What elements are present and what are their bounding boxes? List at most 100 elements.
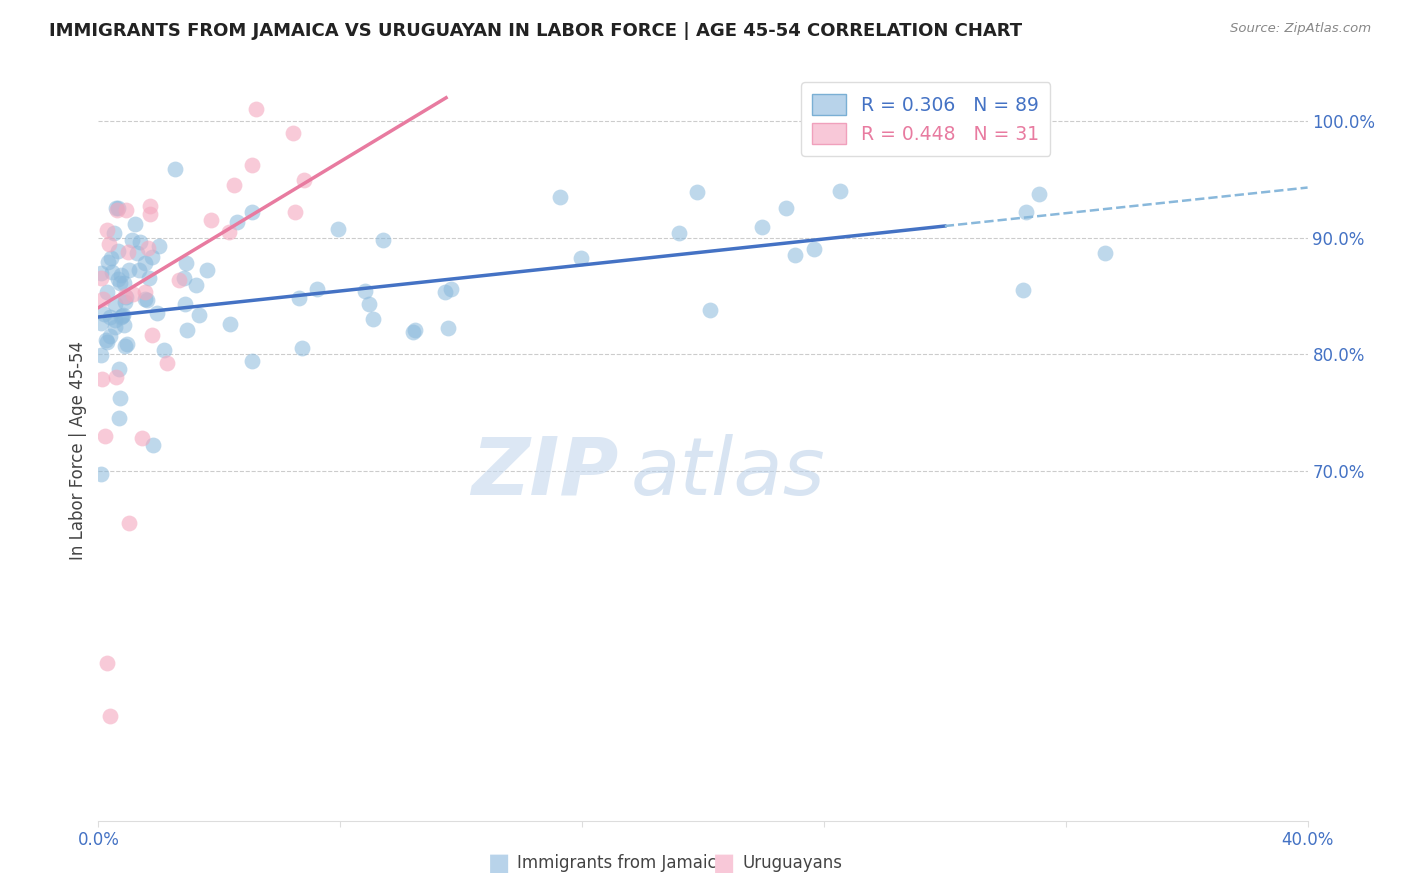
Point — [104, 201, 127, 215]
Point — [94, 334, 117, 348]
Point — [90, 271, 112, 285]
Point — [173, 270, 195, 285]
Point — [97, 255, 120, 269]
Point — [104, 297, 127, 311]
Point — [134, 256, 156, 270]
Point — [108, 411, 131, 425]
Point — [100, 251, 122, 265]
Point — [1012, 283, 1035, 297]
Point — [291, 341, 314, 355]
Text: ZIP: ZIP — [471, 434, 619, 512]
Point — [97, 236, 120, 251]
Point — [114, 289, 136, 303]
Point — [131, 431, 153, 445]
Point — [114, 203, 136, 218]
Point — [1028, 186, 1050, 201]
Point — [169, 273, 191, 287]
Point — [128, 263, 150, 277]
Point — [141, 250, 163, 264]
Point — [111, 309, 134, 323]
Point — [240, 353, 263, 368]
Point — [112, 318, 135, 332]
Point — [107, 201, 129, 215]
Point — [284, 205, 307, 219]
Point — [404, 323, 426, 337]
Point — [1015, 204, 1038, 219]
Point — [402, 325, 425, 339]
Text: Uruguayans: Uruguayans — [742, 854, 842, 871]
Point — [307, 282, 329, 296]
Point — [685, 185, 707, 199]
Point — [292, 172, 315, 186]
Point — [104, 313, 127, 327]
Point — [184, 277, 207, 292]
Point — [104, 320, 127, 334]
Point — [121, 234, 143, 248]
Point — [668, 226, 690, 240]
Point — [134, 292, 156, 306]
Point — [112, 276, 135, 290]
Point — [90, 467, 112, 482]
Point — [176, 323, 198, 337]
Point — [93, 307, 115, 321]
Point — [139, 199, 162, 213]
Point — [110, 276, 132, 290]
Point — [93, 429, 115, 443]
Point — [775, 201, 797, 215]
Point — [107, 272, 129, 286]
Point — [326, 221, 349, 235]
Point — [111, 308, 134, 322]
Point — [122, 286, 145, 301]
Point — [359, 297, 381, 311]
Point — [103, 226, 125, 240]
Point — [550, 189, 572, 203]
Point — [110, 310, 132, 325]
Point — [569, 251, 592, 265]
Point — [110, 268, 132, 283]
Point — [1094, 246, 1116, 260]
Point — [134, 285, 156, 300]
Point — [98, 310, 121, 325]
Point — [117, 244, 139, 259]
Point — [281, 126, 304, 140]
Point — [439, 283, 461, 297]
Point — [174, 256, 197, 270]
Point — [436, 320, 458, 334]
Point — [136, 241, 159, 255]
Text: ■: ■ — [488, 851, 510, 874]
Point — [90, 372, 112, 386]
Point — [751, 220, 773, 235]
Text: Immigrants from Jamaica: Immigrants from Jamaica — [517, 854, 727, 871]
Text: Source: ZipAtlas.com: Source: ZipAtlas.com — [1230, 22, 1371, 36]
Point — [96, 285, 118, 299]
Point — [371, 233, 394, 247]
Point — [222, 178, 245, 193]
Legend: R = 0.306   N = 89, R = 0.448   N = 31: R = 0.306 N = 89, R = 0.448 N = 31 — [801, 82, 1050, 155]
Point — [107, 244, 129, 259]
Point — [174, 296, 197, 310]
Point — [141, 328, 163, 343]
Point — [110, 392, 132, 406]
Point — [124, 217, 146, 231]
Point — [96, 223, 118, 237]
Point — [98, 708, 121, 723]
Point — [142, 438, 165, 452]
Point — [288, 291, 311, 305]
Point — [96, 657, 118, 671]
Point — [363, 312, 385, 326]
Point — [115, 290, 138, 304]
Point — [699, 302, 721, 317]
Point — [146, 305, 169, 319]
Point — [118, 263, 141, 277]
Point — [240, 158, 263, 172]
Point — [96, 335, 118, 350]
Point — [105, 203, 128, 218]
Text: ■: ■ — [713, 851, 735, 874]
Point — [118, 516, 141, 531]
Point — [163, 161, 186, 176]
Point — [90, 316, 112, 330]
Point — [433, 285, 456, 299]
Point — [785, 248, 807, 262]
Point — [148, 239, 170, 253]
Text: atlas: atlas — [630, 434, 825, 512]
